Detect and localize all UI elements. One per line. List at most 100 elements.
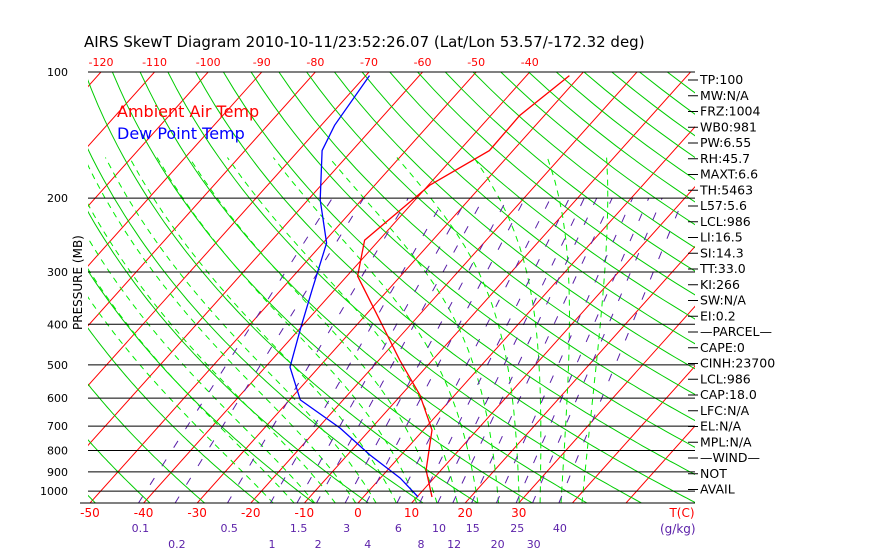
dry-adiabat-line <box>195 72 695 503</box>
dry-adiabat-line <box>306 72 695 395</box>
isotherm-line <box>88 72 209 207</box>
isotherm-line <box>464 245 695 503</box>
pressure-tick-label: 500 <box>47 359 68 372</box>
pressure-tick-label: 200 <box>47 192 68 205</box>
dry-adiabat-line <box>334 72 695 370</box>
mixing-ratio-tick-label: 25 <box>510 522 524 535</box>
moist-adiabat-line <box>546 157 571 503</box>
isotherm-line <box>88 72 424 447</box>
legend-ambient-air-temp: Ambient Air Temp <box>117 102 259 121</box>
bottom-temp-tick-label: -20 <box>241 506 261 520</box>
mixing-ratio-tick-label: 20 <box>491 538 505 551</box>
bottom-temp-tick-label: -10 <box>295 506 315 520</box>
top-temp-tick-label: -80 <box>306 56 324 69</box>
pressure-tick-label: 700 <box>47 420 68 433</box>
bottom-temp-tick-label: 30 <box>511 506 526 520</box>
index-item: CAP:18.0 <box>700 387 757 402</box>
x-axis-label: T(C) <box>668 506 694 520</box>
dew-point-profile <box>289 75 419 498</box>
mixing-ratio-line <box>532 197 663 503</box>
mixing-ratio-tick-label: 4 <box>364 538 371 551</box>
moist-adiabat-line <box>88 164 357 503</box>
mixing-ratio-tick-label: 8 <box>418 538 425 551</box>
pressure-tick-label: 100 <box>47 66 68 79</box>
dry-adiabat-line <box>361 72 695 345</box>
index-item: SI:14.3 <box>700 245 744 260</box>
isotherm-line <box>142 72 531 503</box>
bottom-temp-tick-label: -30 <box>187 506 207 520</box>
moist-adiabat-line <box>156 157 418 503</box>
mixing-ratio-tick-label: 0.5 <box>220 522 238 535</box>
top-temp-tick-label: -100 <box>196 56 221 69</box>
top-temp-tick-label: -70 <box>360 56 378 69</box>
isotherm-line <box>250 72 638 503</box>
mixing-ratio-line <box>296 197 468 503</box>
index-item: LCL:986 <box>700 371 751 386</box>
index-item: TP:100 <box>699 72 743 87</box>
mixing-ratio-line <box>344 197 508 503</box>
axes: 0.10.20.511.5234681012152025304010020030… <box>40 56 695 551</box>
dry-adiabat-line <box>500 72 695 226</box>
moist-adiabat-line <box>226 157 458 503</box>
isotherm-line <box>88 72 156 148</box>
top-temp-tick-label: -110 <box>142 56 167 69</box>
mixing-ratio-tick-label: 30 <box>527 538 541 551</box>
pressure-tick-label: 800 <box>47 444 68 457</box>
dry-adiabat-line <box>666 72 695 94</box>
dry-adiabat-line <box>88 327 261 503</box>
index-item: LI:16.5 <box>700 230 743 245</box>
top-temp-tick-label: -40 <box>521 56 539 69</box>
mixing-ratio-tick-label: 1.5 <box>290 522 308 535</box>
pressure-tick-label: 900 <box>47 466 68 479</box>
dry-adiabat-line <box>389 72 695 320</box>
mixing-ratio-tick-label: 6 <box>395 522 402 535</box>
moist-adiabat-line <box>129 157 397 503</box>
moist-adiabat-line <box>272 157 479 503</box>
index-item: —WIND— <box>700 450 760 465</box>
isotherm-line <box>571 365 695 503</box>
index-item: TT:33.0 <box>699 261 746 276</box>
bottom-temp-tick-label: 20 <box>458 506 473 520</box>
moist-adiabat-line <box>581 157 609 503</box>
top-temp-tick-label: -60 <box>414 56 432 69</box>
bottom-temp-tick-label: -40 <box>134 506 154 520</box>
isotherm-line <box>196 72 585 503</box>
mixing-ratio-tick-label: 15 <box>466 522 480 535</box>
isotherm-line <box>357 126 695 503</box>
profiles <box>289 75 570 498</box>
isotherm-line <box>0 63 56 504</box>
isotherm-line <box>518 305 695 503</box>
mixing-ratio-tick-label: 2 <box>315 538 322 551</box>
index-item: MAXT:6.6 <box>700 167 758 182</box>
mixing-ratio-line <box>137 197 333 503</box>
dry-adiabat-line <box>88 439 151 503</box>
pressure-tick-label: 300 <box>47 266 68 279</box>
dry-adiabat-line <box>278 72 695 422</box>
temperature-profile <box>356 75 570 498</box>
dry-adiabat-line <box>88 383 206 503</box>
dry-adiabat-line <box>88 210 370 503</box>
moist-adiabat-line <box>88 296 274 503</box>
index-item: SW:N/A <box>700 293 746 308</box>
index-item: CINH:23700 <box>700 356 775 371</box>
moist-adiabat-line <box>396 157 520 503</box>
mixing-ratio-tick-label: 10 <box>432 522 446 535</box>
bottom-temp-tick-label: -50 <box>80 506 100 520</box>
isotherm-line <box>88 72 370 387</box>
y-axis-label: PRESSURE (MB) <box>71 235 85 330</box>
legend-dew-point-temp: Dew Point Temp <box>117 124 245 143</box>
index-item: LFC:N/A <box>700 403 750 418</box>
pressure-tick-label: 1000 <box>40 485 68 498</box>
index-item: EL:N/A <box>700 419 742 434</box>
moist-adiabat-line <box>88 237 316 503</box>
dry-adiabat-line <box>88 270 315 503</box>
index-item: RH:45.7 <box>700 151 750 166</box>
pressure-tick-label: 400 <box>47 318 68 331</box>
moist-adiabat-line <box>473 157 542 503</box>
mixing-ratio-tick-label: 0.2 <box>168 538 186 551</box>
mixing-ratio-line <box>226 197 409 503</box>
index-item: WB0:981 <box>700 119 757 134</box>
index-item: PW:6.55 <box>700 135 751 150</box>
chart-title: AIRS SkewT Diagram 2010-10-11/23:52:26.0… <box>84 33 645 51</box>
